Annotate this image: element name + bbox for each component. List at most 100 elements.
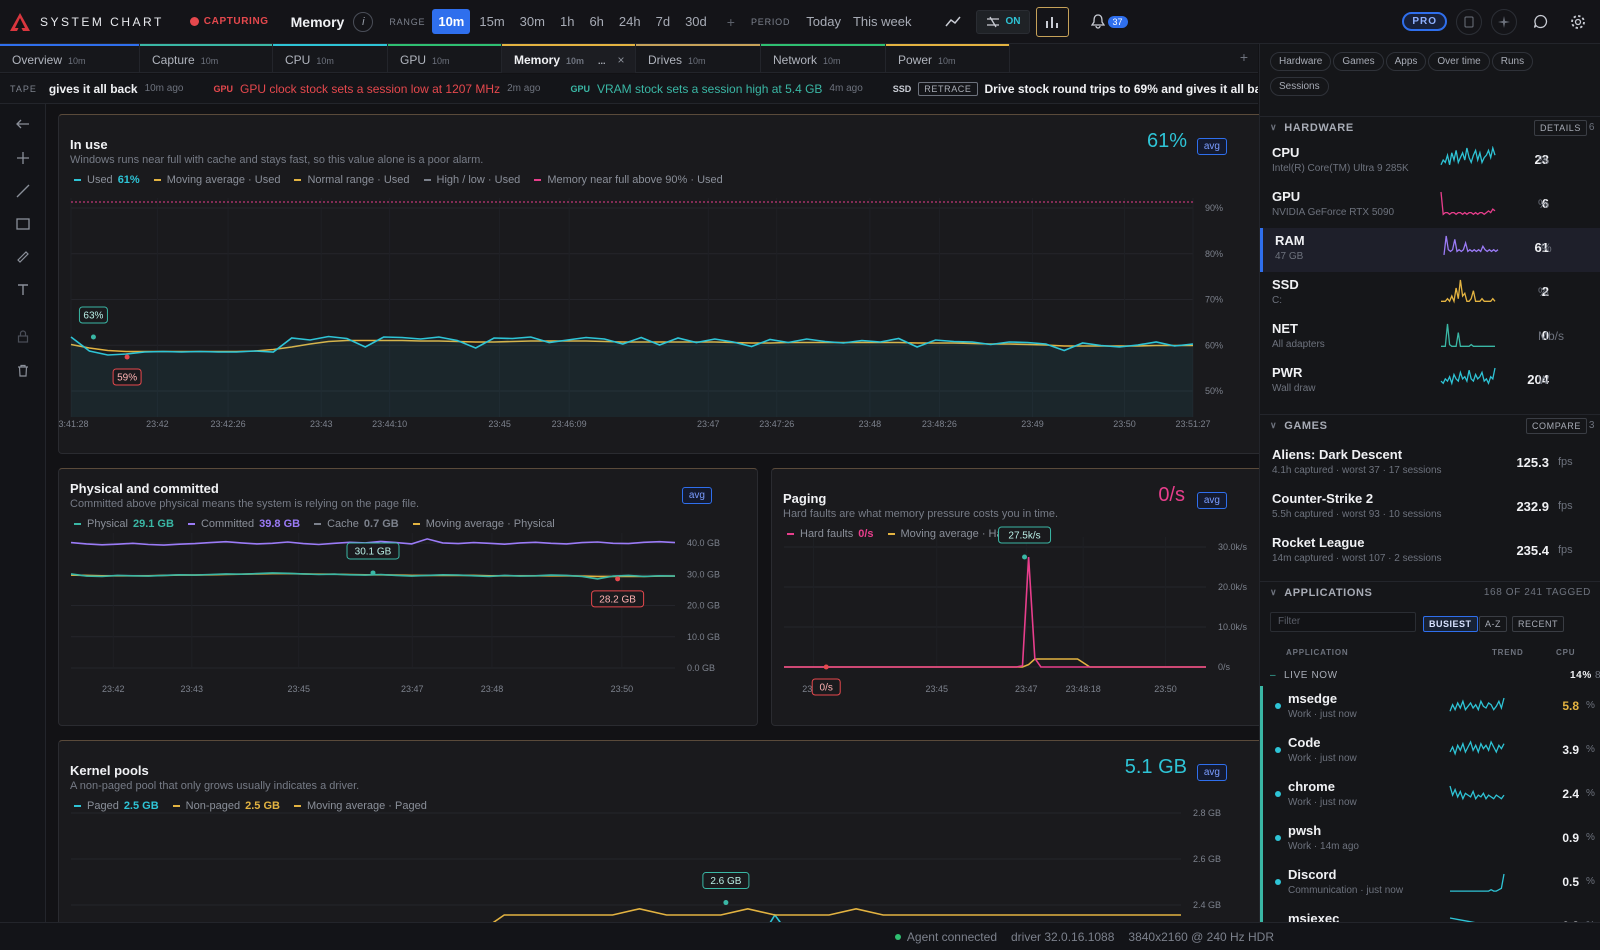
app-row-code[interactable]: Code Work · just now 3.9% — [1260, 730, 1600, 774]
chip-games[interactable]: Games — [1333, 52, 1384, 71]
sort-busiest[interactable]: BUSIEST — [1423, 616, 1478, 632]
period-today[interactable]: Today — [806, 14, 841, 29]
hardware-row-gpu[interactable]: GPU NVIDIA GeForce RTX 5090 6% — [1260, 184, 1600, 228]
crosshair-icon[interactable] — [13, 148, 33, 168]
details-button[interactable]: DETAILS — [1533, 119, 1587, 136]
range-7d[interactable]: 7d — [655, 14, 671, 29]
bar-chart-button[interactable] — [1035, 6, 1069, 37]
legend-item[interactable]: Paged 2.5 GB — [74, 800, 159, 812]
text-tool-icon[interactable] — [13, 280, 33, 300]
filter-input[interactable]: Filter — [1270, 612, 1416, 632]
range-30d[interactable]: 30d — [685, 14, 707, 29]
tab-overview[interactable]: Overview 10m — [0, 44, 140, 73]
range-10m[interactable]: 10m — [432, 9, 471, 34]
kernel-pools-chart[interactable]: 2.8 GB 2.6 GB 2.4 GB 2.6 GB 2.5 GB — [59, 741, 1268, 922]
avg-button[interactable]: avg — [681, 487, 712, 504]
tape-item[interactable]: GPU GPU clock stock sets a session low at… — [213, 82, 540, 96]
back-arrow-icon[interactable] — [13, 114, 33, 134]
game-row[interactable]: Rocket League 14m captured · worst 107 · … — [1260, 530, 1600, 574]
period-this-week[interactable]: This week — [852, 14, 912, 29]
legend-item[interactable]: Normal range · Used — [294, 174, 410, 186]
series-line[interactable] — [784, 556, 1206, 668]
applications-section-header[interactable]: ∨ APPLICATIONS 168 OF 241 TAGGED — [1260, 581, 1600, 603]
legend-item[interactable]: Cache 0.7 GB — [314, 518, 399, 530]
ruler-icon[interactable] — [13, 247, 33, 267]
app-row-discord[interactable]: Discord Communication · just now 0.5% — [1260, 862, 1600, 906]
series-line[interactable] — [71, 907, 1181, 922]
series-line[interactable] — [784, 658, 1206, 668]
tab-network[interactable]: Network 10m — [761, 44, 886, 73]
range-15m[interactable]: 15m — [479, 14, 505, 29]
game-row[interactable]: Aliens: Dark Descent 4.1h captured · wors… — [1260, 442, 1600, 486]
compare-button[interactable]: COMPARE — [1525, 417, 1587, 434]
sort-a-z[interactable]: A-Z — [1479, 616, 1507, 632]
tape-item[interactable]: SSD RETRACE Drive stock round trips to 69%… — [893, 81, 1258, 96]
hardware-row-ram[interactable]: RAM 47 GB 61% — [1260, 228, 1600, 272]
tape-item[interactable]: gives it all back 10m ago — [49, 82, 184, 96]
hardware-row-net[interactable]: NET All adapters 0 Mb/s — [1260, 316, 1600, 360]
gear-icon[interactable] — [1570, 14, 1586, 30]
rectangle-icon[interactable] — [13, 214, 33, 234]
capture-status[interactable]: CAPTURING — [189, 16, 269, 27]
tab-drives[interactable]: Drives 10m — [636, 44, 761, 73]
hardware-row-ssd[interactable]: SSD C: 2% — [1260, 272, 1600, 316]
chip-apps[interactable]: Apps — [1385, 52, 1427, 71]
app-row-chrome[interactable]: chrome Work · just now 2.4% — [1260, 774, 1600, 818]
avg-button[interactable]: avg — [1196, 764, 1227, 781]
legend-item[interactable]: Used 61% — [74, 174, 140, 186]
tab-close-icon[interactable]: × — [617, 53, 625, 67]
legend-item[interactable]: Physical 29.1 GB — [74, 518, 174, 530]
legend-item[interactable]: Non-paged 2.5 GB — [172, 800, 280, 812]
trash-icon[interactable] — [13, 360, 33, 380]
series-line[interactable] — [71, 913, 1181, 922]
lock-icon[interactable] — [13, 326, 33, 346]
hardware-row-pwr[interactable]: PWR Wall draw 204 W — [1260, 360, 1600, 404]
legend-item[interactable]: Committed 39.8 GB — [187, 518, 300, 530]
tab-capture[interactable]: Capture 10m — [140, 44, 273, 73]
add-range-icon[interactable]: + — [726, 13, 735, 30]
line-chart-icon[interactable] — [944, 15, 962, 29]
paging-chart[interactable]: 30.0k/s20.0k/s10.0k/s0/s23:4223:4523:472… — [772, 469, 1268, 726]
legend-item[interactable]: High / low · Used — [423, 174, 520, 186]
chip-hardware[interactable]: Hardware — [1270, 52, 1332, 71]
range-24h[interactable]: 24h — [618, 14, 641, 29]
app-row-pwsh[interactable]: pwsh Work · 14m ago 0.9% — [1260, 818, 1600, 862]
avg-button[interactable]: avg — [1196, 492, 1227, 509]
game-row[interactable]: Counter-Strike 2 5.5h captured · worst 93… — [1260, 486, 1600, 530]
tab-cpu[interactable]: CPU 10m — [273, 44, 388, 73]
info-icon[interactable]: i — [353, 11, 374, 32]
tab-power[interactable]: Power 10m — [886, 44, 1010, 73]
chip-sessions[interactable]: Sessions — [1270, 77, 1329, 96]
tab-gpu[interactable]: GPU 10m — [388, 44, 502, 73]
legend-item[interactable]: Moving average · Used — [153, 174, 280, 186]
sparkle-icon[interactable] — [1491, 8, 1517, 35]
physical-committed-chart[interactable]: 40.0 GB 30.0 GB 20.0 GB 10.0 GB 0.0 GB 23:42 2… — [59, 469, 758, 726]
sort-recent[interactable]: RECENT — [1512, 616, 1565, 632]
series-line[interactable] — [70, 335, 1194, 356]
in-use-chart[interactable]: 90% 80% 70% 60% 50% 23:41:28 23:42 23:42:26 23:4… — [59, 115, 1268, 454]
chip-runs[interactable]: Runs — [1491, 52, 1534, 71]
legend-item[interactable]: Moving average · Paged — [293, 800, 427, 812]
series-line[interactable] — [70, 538, 676, 546]
pro-badge[interactable]: PRO — [1402, 12, 1447, 31]
live-now-header[interactable]: – LIVE NOW 14% 8 — [1260, 664, 1600, 686]
range-1h[interactable]: 1h — [559, 14, 575, 29]
avg-button[interactable]: avg — [1196, 138, 1227, 155]
range-30m[interactable]: 30m — [519, 14, 545, 29]
chip-over-time[interactable]: Over time — [1428, 52, 1490, 71]
tab-memory[interactable]: Memory 10m... × — [502, 44, 636, 73]
chat-icon[interactable] — [1533, 14, 1548, 29]
device-icon[interactable] — [1456, 8, 1482, 35]
hardware-section-header[interactable]: ∨ HARDWARE DETAILS 6 — [1260, 116, 1600, 138]
hardware-row-cpu[interactable]: CPU Intel(R) Core(TM) Ultra 9 285K 23% — [1260, 140, 1600, 184]
bell-icon[interactable] — [1090, 14, 1105, 29]
app-row-msedge[interactable]: msedge Work · just now 5.8% — [1260, 686, 1600, 730]
range-6h[interactable]: 6h — [589, 14, 604, 29]
trend-line-icon[interactable] — [13, 181, 33, 201]
tape-item[interactable]: GPU VRAM stock sets a session high at 5.4… — [570, 82, 862, 96]
overlay-toggle[interactable]: ON — [975, 9, 1030, 34]
legend-item[interactable]: Memory near full above 90% · Used — [534, 174, 723, 186]
tab-more-icon[interactable]: ... — [598, 56, 606, 66]
legend-item[interactable]: Moving average · Physical — [412, 518, 555, 530]
add-tab-icon[interactable]: + — [1239, 49, 1248, 65]
